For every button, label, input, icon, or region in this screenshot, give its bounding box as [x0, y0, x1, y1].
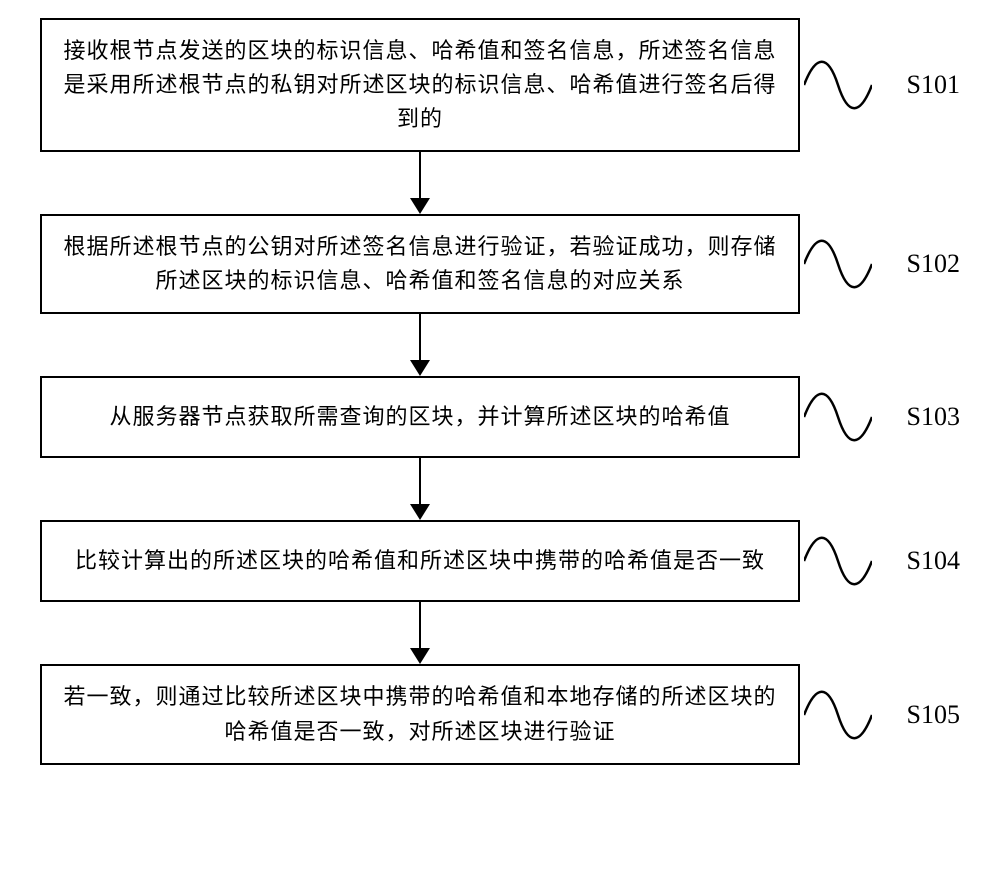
- wave-connector: [804, 60, 872, 110]
- step-label: S102: [907, 249, 960, 279]
- wave-connector: [804, 392, 872, 442]
- step-label: S103: [907, 402, 960, 432]
- step-box: 若一致，则通过比较所述区块中携带的哈希值和本地存储的所述区块的哈希值是否一致，对…: [40, 664, 800, 764]
- flow-arrow: [40, 602, 800, 664]
- wave-connector: [804, 239, 872, 289]
- flow-step: 接收根节点发送的区块的标识信息、哈希值和签名信息，所述签名信息是采用所述根节点的…: [40, 18, 960, 152]
- step-label: S104: [907, 546, 960, 576]
- step-text: 比较计算出的所述区块的哈希值和所述区块中携带的哈希值是否一致: [75, 544, 765, 578]
- wave-connector: [804, 536, 872, 586]
- step-text: 从服务器节点获取所需查询的区块，并计算所述区块的哈希值: [109, 400, 730, 434]
- step-box: 从服务器节点获取所需查询的区块，并计算所述区块的哈希值: [40, 376, 800, 458]
- step-label: S105: [907, 700, 960, 730]
- flow-step: 若一致，则通过比较所述区块中携带的哈希值和本地存储的所述区块的哈希值是否一致，对…: [40, 664, 960, 764]
- step-box: 比较计算出的所述区块的哈希值和所述区块中携带的哈希值是否一致: [40, 520, 800, 602]
- wave-connector: [804, 690, 872, 740]
- flow-arrow: [40, 152, 800, 214]
- step-text: 根据所述根节点的公钥对所述签名信息进行验证，若验证成功，则存储所述区块的标识信息…: [60, 230, 780, 298]
- step-box: 根据所述根节点的公钥对所述签名信息进行验证，若验证成功，则存储所述区块的标识信息…: [40, 214, 800, 314]
- flow-step: 从服务器节点获取所需查询的区块，并计算所述区块的哈希值 S103: [40, 376, 960, 458]
- step-text: 若一致，则通过比较所述区块中携带的哈希值和本地存储的所述区块的哈希值是否一致，对…: [60, 680, 780, 748]
- step-box: 接收根节点发送的区块的标识信息、哈希值和签名信息，所述签名信息是采用所述根节点的…: [40, 18, 800, 152]
- step-text: 接收根节点发送的区块的标识信息、哈希值和签名信息，所述签名信息是采用所述根节点的…: [60, 34, 780, 136]
- flow-arrow: [40, 458, 800, 520]
- flowchart-container: 接收根节点发送的区块的标识信息、哈希值和签名信息，所述签名信息是采用所述根节点的…: [40, 18, 960, 765]
- flow-step: 根据所述根节点的公钥对所述签名信息进行验证，若验证成功，则存储所述区块的标识信息…: [40, 214, 960, 314]
- step-label: S101: [907, 70, 960, 100]
- flow-arrow: [40, 314, 800, 376]
- flow-step: 比较计算出的所述区块的哈希值和所述区块中携带的哈希值是否一致 S104: [40, 520, 960, 602]
